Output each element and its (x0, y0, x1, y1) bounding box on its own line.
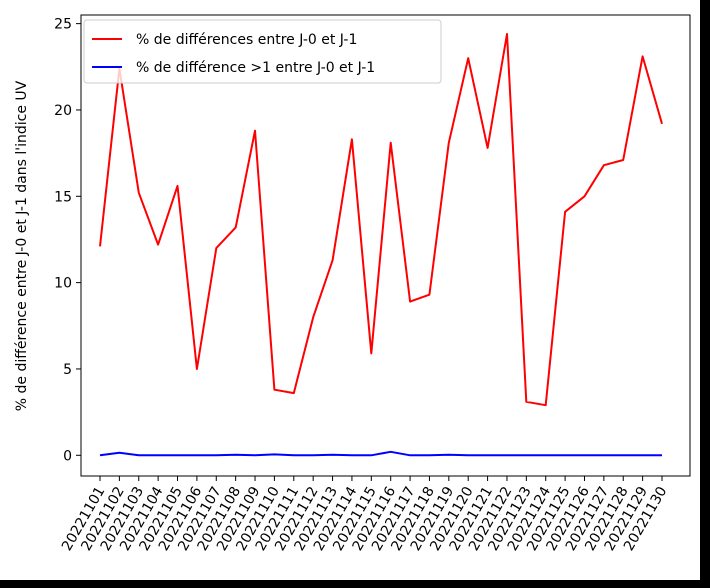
y-tick-label: 25 (54, 17, 72, 33)
legend-box (83, 19, 442, 84)
y-axis-label: % de différence entre J-0 et J-1 dans l'… (14, 80, 30, 411)
y-tick-label: 15 (54, 189, 72, 205)
y-tick-label: 0 (63, 448, 72, 464)
figure: 0 5 10 15 20 25 20221101 20221102 20221103 20221… (0, 0, 700, 580)
legend: % de différences entre J-0 et J-1 % de d… (83, 19, 442, 84)
line-chart: 0 5 10 15 20 25 20221101202211022022110320221… (14, 14, 691, 554)
legend-label-series-2: % de différence >1 entre J-0 et J-1 (136, 60, 375, 76)
y-tick-label: 20 (54, 103, 72, 119)
series-line-2 (99, 450, 662, 457)
plot-frame (80, 14, 691, 477)
x-axis: 2022110120221102202211032022110420221105… (59, 476, 670, 554)
y-tick-label: 5 (63, 362, 72, 378)
legend-label-series-1: % de différences entre J-0 et J-1 (136, 32, 357, 48)
plot-layer (99, 33, 663, 457)
y-axis: 0 5 10 15 20 25 (54, 17, 81, 464)
y-tick-label: 10 (54, 276, 72, 292)
series-line-1 (99, 33, 663, 407)
